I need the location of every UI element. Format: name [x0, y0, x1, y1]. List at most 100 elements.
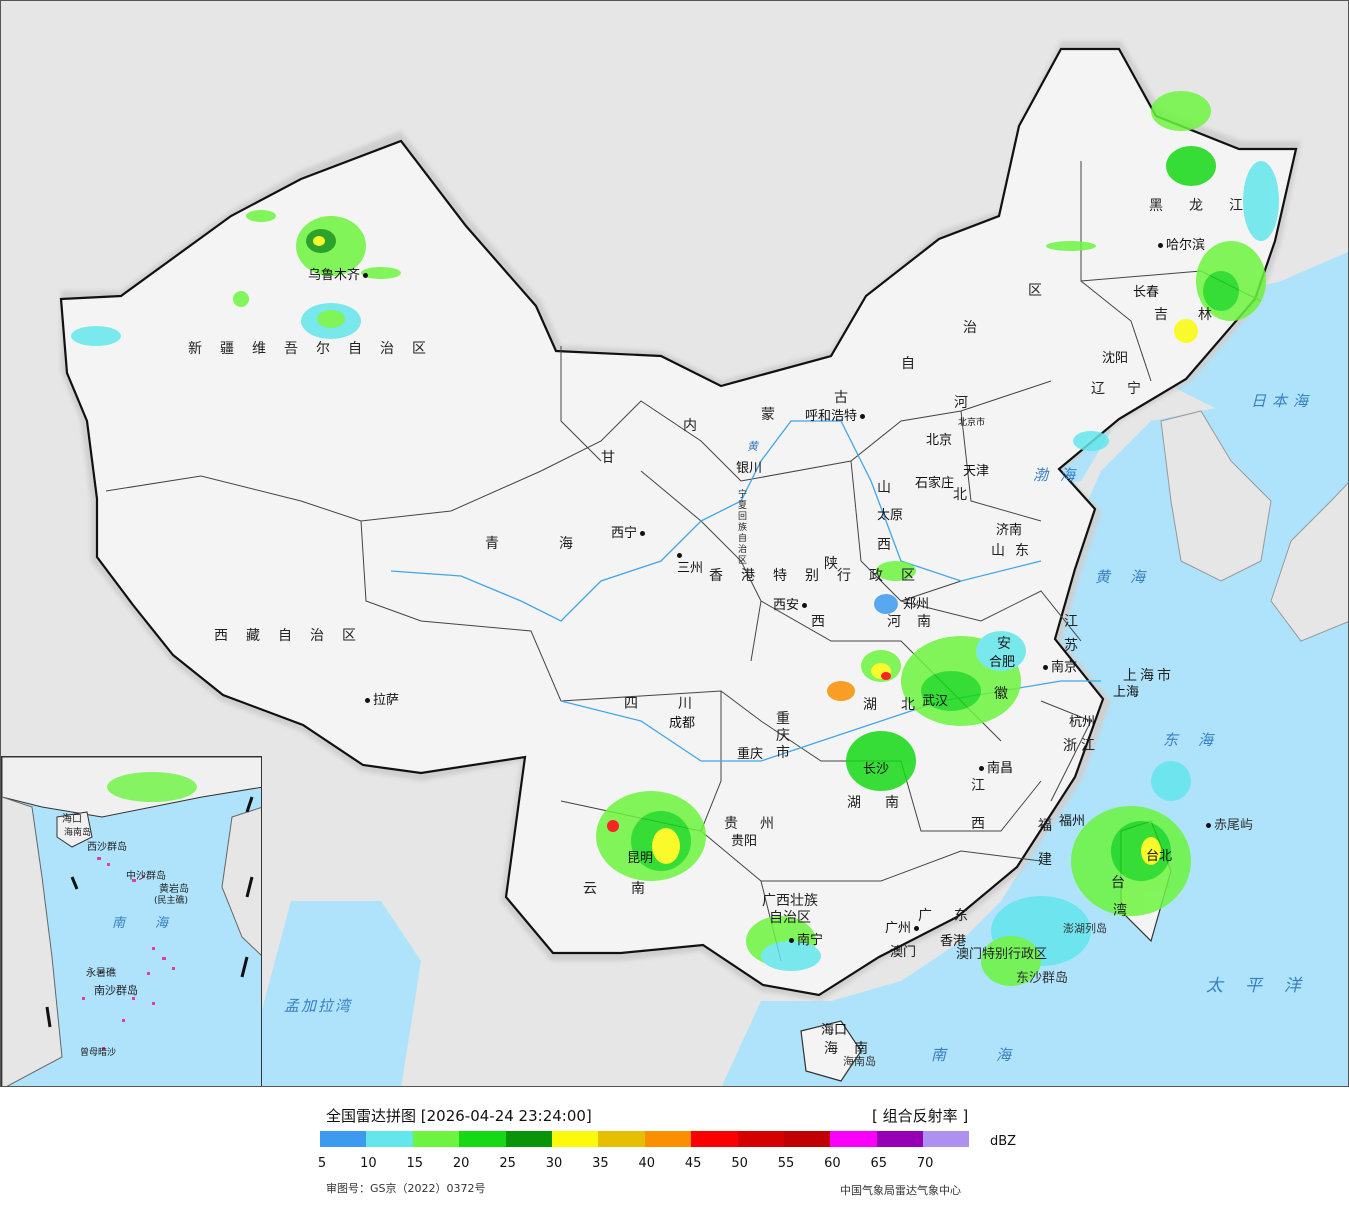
city-jinan: 济南 — [996, 523, 1023, 538]
colorbar-swatch — [598, 1131, 645, 1147]
colorbar-tick: 55 — [777, 1156, 795, 1171]
city-chongqing: 重庆 — [737, 747, 764, 762]
city-hefei: 合肥 — [989, 655, 1016, 670]
city-beijing: 北京 — [926, 433, 953, 448]
label-xinjiang: 新疆维吾尔自治区 — [188, 341, 444, 357]
label-hubei: 湖北 — [863, 697, 939, 713]
city-nanchang: 南昌 — [979, 762, 1013, 775]
legend-title: 全国雷达拼图 [2026-04-24 23:24:00] — [326, 1107, 592, 1125]
city-wuhan: 武汉 — [922, 694, 949, 709]
label-fujian2: 建 — [1038, 852, 1070, 868]
colorbar-swatch — [551, 1131, 599, 1147]
river-yellow-label: 黄 — [747, 440, 758, 453]
city-chiwei: 赤尾屿 — [1206, 819, 1253, 832]
city-xian: 西安 — [773, 599, 810, 612]
colorbar-tick: 10 — [360, 1156, 377, 1171]
label-jiangxi1: 江 — [971, 778, 1003, 794]
label-hebei2: 北 — [953, 487, 985, 503]
label-shanghai: 上海市 — [1123, 668, 1174, 684]
label-nmg2: 蒙 — [761, 407, 793, 423]
inset-zhongsha: 中沙群岛 — [126, 871, 166, 882]
agency-credit: 中国气象局雷达气象中心 — [840, 1184, 961, 1197]
label-liaoning: 辽宁 — [1091, 381, 1163, 397]
colorbar-tick: 65 — [870, 1156, 888, 1171]
label-hainan: 海南 — [824, 1041, 884, 1057]
label-nmg1: 内 — [683, 418, 715, 434]
colorbar-swatch — [783, 1131, 831, 1147]
label-hk-sar: 澳门特别行政区 — [956, 947, 1048, 962]
colorbar-swatch — [366, 1131, 413, 1147]
colorbar-swatch — [412, 1131, 460, 1147]
colorbar-tick: 35 — [592, 1156, 609, 1171]
label-fujian1: 福 — [1038, 818, 1070, 834]
colorbar-tick: 20 — [452, 1156, 470, 1171]
label-ningxia: 宁夏回族自治区 — [738, 490, 748, 566]
sea-bohai-label: 渤海 — [1033, 466, 1088, 484]
colorbar-swatch — [691, 1131, 738, 1147]
colorbar-tick: 15 — [406, 1156, 424, 1171]
colorbar-tick: 30 — [545, 1156, 563, 1171]
legend-unit: dBZ — [990, 1134, 1017, 1149]
label-gansu-shi: 香港特别行政区 — [709, 568, 933, 584]
colorbar-swatch — [644, 1131, 692, 1147]
label-nmg5: 治 — [963, 320, 995, 336]
city-hongkong: 香港 — [940, 934, 967, 949]
sea-bengal-label: 孟加拉湾 — [284, 997, 353, 1015]
south-china-sea-inset[interactable]: 南海 中沙群岛 黄岩岛 (民主礁) 西沙群岛 永暑礁 南沙群岛 曾母暗沙 海口 … — [1, 756, 262, 1086]
hainan-island — [800, 1020, 862, 1082]
city-nanjing: 南京 — [1043, 661, 1077, 674]
label-guangxi1: 广西壮族 — [762, 893, 818, 909]
label-nmg6: 区 — [1028, 283, 1060, 299]
colorbar-tick: 25 — [499, 1156, 516, 1171]
city-taiyuan: 太原 — [877, 508, 904, 523]
radar-map[interactable]: 新疆维吾尔自治区 西藏自治区 青海 甘 陕 西 内 蒙 古 自 治 区 黑龙江 … — [0, 0, 1349, 1087]
colorbar-swatch — [320, 1131, 367, 1147]
city-shenyang: 沈阳 — [1102, 351, 1129, 366]
colorbar-tick: 45 — [684, 1156, 702, 1171]
city-nanning: 南宁 — [789, 934, 823, 947]
map-canvas — [59, 41, 1348, 1086]
colorbar-swatch — [505, 1131, 552, 1147]
inset-haikou: 海口 — [62, 814, 82, 825]
colorbar-tick: 40 — [638, 1156, 656, 1171]
review-number: 审图号：GS京（2022）0372号 — [326, 1182, 486, 1195]
city-haikou: 海口 — [821, 1023, 848, 1038]
inset-yongshu: 永暑礁 — [86, 968, 116, 979]
label-shanxi1: 山 — [877, 480, 909, 496]
label-guangdong: 广东 — [918, 908, 990, 924]
city-kunming: 昆明 — [627, 851, 654, 866]
label-hunan: 湖南 — [847, 795, 923, 811]
legend-panel: 全国雷达拼图 [2026-04-24 23:24:00] [ 组合反射率 ] 5… — [0, 1087, 1349, 1208]
city-zhengzhou: 郑州 — [903, 597, 930, 612]
city-changsha: 长沙 — [863, 762, 890, 777]
city-shanghai: 上海 — [1113, 685, 1140, 700]
city-lanzhou: 三州 — [677, 549, 703, 575]
city-changchun: 长春 — [1133, 285, 1160, 300]
sea-donghai-label: 东海 — [1163, 731, 1234, 749]
city-hainandao: 海南岛 — [843, 1055, 876, 1068]
inset-nan-label: 南海 — [112, 916, 199, 931]
colorbar-swatch — [830, 1131, 877, 1147]
label-taiwan2: 湾 — [1113, 903, 1145, 919]
label-zhejiang: 浙江 — [1063, 738, 1099, 754]
label-heilongjiang: 黑龙江 — [1149, 198, 1269, 214]
sea-huanghai-label: 黄海 — [1095, 568, 1166, 586]
label-jiangxi2: 西 — [971, 816, 1003, 832]
label-shaanxi2: 西 — [811, 614, 843, 630]
label-jiangsu1: 江 — [1064, 614, 1096, 630]
city-harbin: 哈尔滨 — [1158, 239, 1205, 252]
label-guizhou: 贵州 — [724, 816, 796, 832]
sea-bengal — [241, 901, 421, 1086]
label-qinghai: 青海 — [485, 536, 633, 552]
label-henan: 河南 — [887, 614, 947, 630]
sea-nanhai-label: 南海 — [931, 1046, 1062, 1064]
sea-pacific-label: 太平洋 — [1206, 976, 1323, 996]
label-anhui2: 徽 — [994, 686, 1026, 702]
korea — [1160, 410, 1272, 582]
label-gansu: 甘 — [601, 450, 633, 466]
label-yunnan: 云南 — [583, 881, 679, 897]
legend-product: [ 组合反射率 ] — [872, 1107, 969, 1125]
label-shandong: 山东 — [991, 543, 1039, 559]
radar-echoes — [71, 91, 1279, 986]
colorbar-swatch — [876, 1131, 924, 1147]
